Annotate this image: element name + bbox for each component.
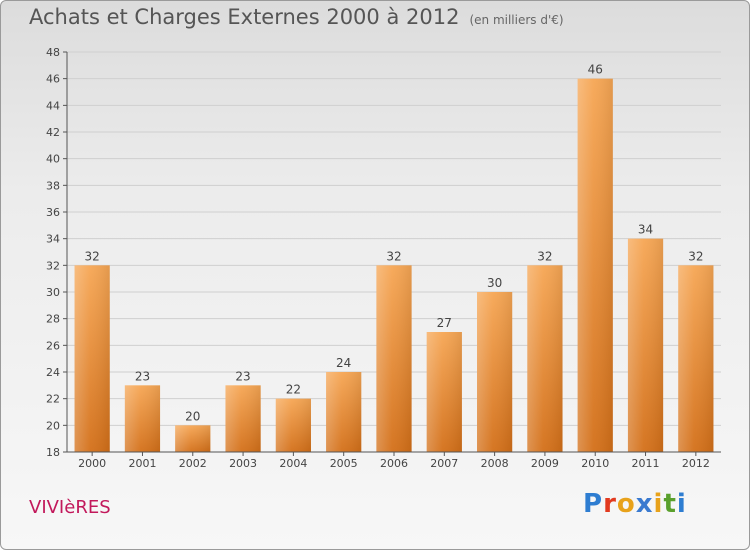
bar-shine — [275, 398, 311, 452]
x-tick-label: 2007 — [430, 457, 458, 470]
y-tick-label: 22 — [46, 393, 60, 406]
y-tick-label: 18 — [46, 446, 60, 459]
town-name: VIVIèRES — [29, 497, 111, 518]
x-tick-label: 2009 — [531, 457, 559, 470]
x-tick-label: 2005 — [330, 457, 358, 470]
value-label: 30 — [487, 276, 502, 290]
logo-letter: P — [583, 489, 604, 519]
value-label: 46 — [588, 63, 603, 77]
value-label: 32 — [537, 249, 552, 263]
value-label: 22 — [286, 383, 301, 397]
logo-letter: t — [663, 489, 677, 519]
bar-shine — [175, 425, 211, 452]
y-tick-label: 38 — [46, 179, 60, 192]
x-tick-label: 2008 — [481, 457, 509, 470]
value-label: 27 — [437, 316, 452, 330]
logo-letter: i — [676, 489, 687, 519]
y-tick-label: 30 — [46, 286, 60, 299]
logo-letter: r — [603, 489, 617, 519]
y-tick-label: 40 — [46, 153, 60, 166]
y-tick-label: 28 — [46, 313, 60, 326]
x-tick-label: 2003 — [229, 457, 257, 470]
y-tick-label: 24 — [46, 366, 60, 379]
bar-shine — [225, 385, 261, 452]
bar-shine — [74, 265, 110, 452]
bar-shine — [678, 265, 714, 452]
value-label: 32 — [386, 249, 401, 263]
y-tick-label: 32 — [46, 259, 60, 272]
bar-shine — [426, 332, 462, 452]
y-tick-label: 36 — [46, 206, 60, 219]
title-unit: (en milliers d'€) — [469, 13, 564, 27]
y-tick-label: 44 — [46, 99, 60, 112]
x-tick-label: 2010 — [581, 457, 609, 470]
logo-letter: x — [635, 489, 654, 519]
value-label: 34 — [638, 223, 653, 237]
proxiti-logo: Proxiti — [583, 489, 687, 519]
x-tick-label: 2001 — [128, 457, 156, 470]
logo-letter: o — [616, 489, 636, 519]
bar-shine — [326, 372, 362, 452]
value-label: 32 — [688, 249, 703, 263]
value-label: 32 — [85, 249, 100, 263]
value-label: 20 — [185, 409, 200, 423]
y-tick-label: 34 — [46, 233, 60, 246]
chart-title: Achats et Charges Externes 2000 à 2012 (e… — [29, 5, 564, 29]
value-label: 23 — [235, 369, 250, 383]
y-tick-label: 42 — [46, 126, 60, 139]
value-label: 24 — [336, 356, 351, 370]
y-tick-label: 46 — [46, 73, 60, 86]
title-text: Achats et Charges Externes 2000 à 2012 — [29, 5, 460, 29]
bar-shine — [527, 265, 563, 452]
bar-shine — [376, 265, 412, 452]
bar-shine — [124, 385, 161, 452]
bar-shine — [627, 238, 664, 452]
y-tick-label: 20 — [46, 419, 60, 432]
x-tick-label: 2002 — [179, 457, 207, 470]
x-tick-label: 2012 — [682, 457, 710, 470]
x-tick-label: 2000 — [78, 457, 106, 470]
axes: 18 20 22 24 26 28 30 32 34 36 38 40 42 44 46 48 2000 2001… — [46, 46, 721, 470]
value-label: 23 — [135, 369, 150, 383]
x-tick-label: 2006 — [380, 457, 408, 470]
x-tick-label: 2004 — [279, 457, 307, 470]
x-tick-label: 2011 — [632, 457, 660, 470]
y-tick-label: 26 — [46, 339, 60, 352]
bar-shine — [577, 78, 613, 453]
bar-shine — [477, 292, 513, 452]
logo-letter: i — [653, 489, 664, 519]
bars: 32 23 20 23 22 24 32 27 30 32 46 34 32 — [74, 63, 714, 453]
y-tick-label: 48 — [46, 46, 60, 59]
